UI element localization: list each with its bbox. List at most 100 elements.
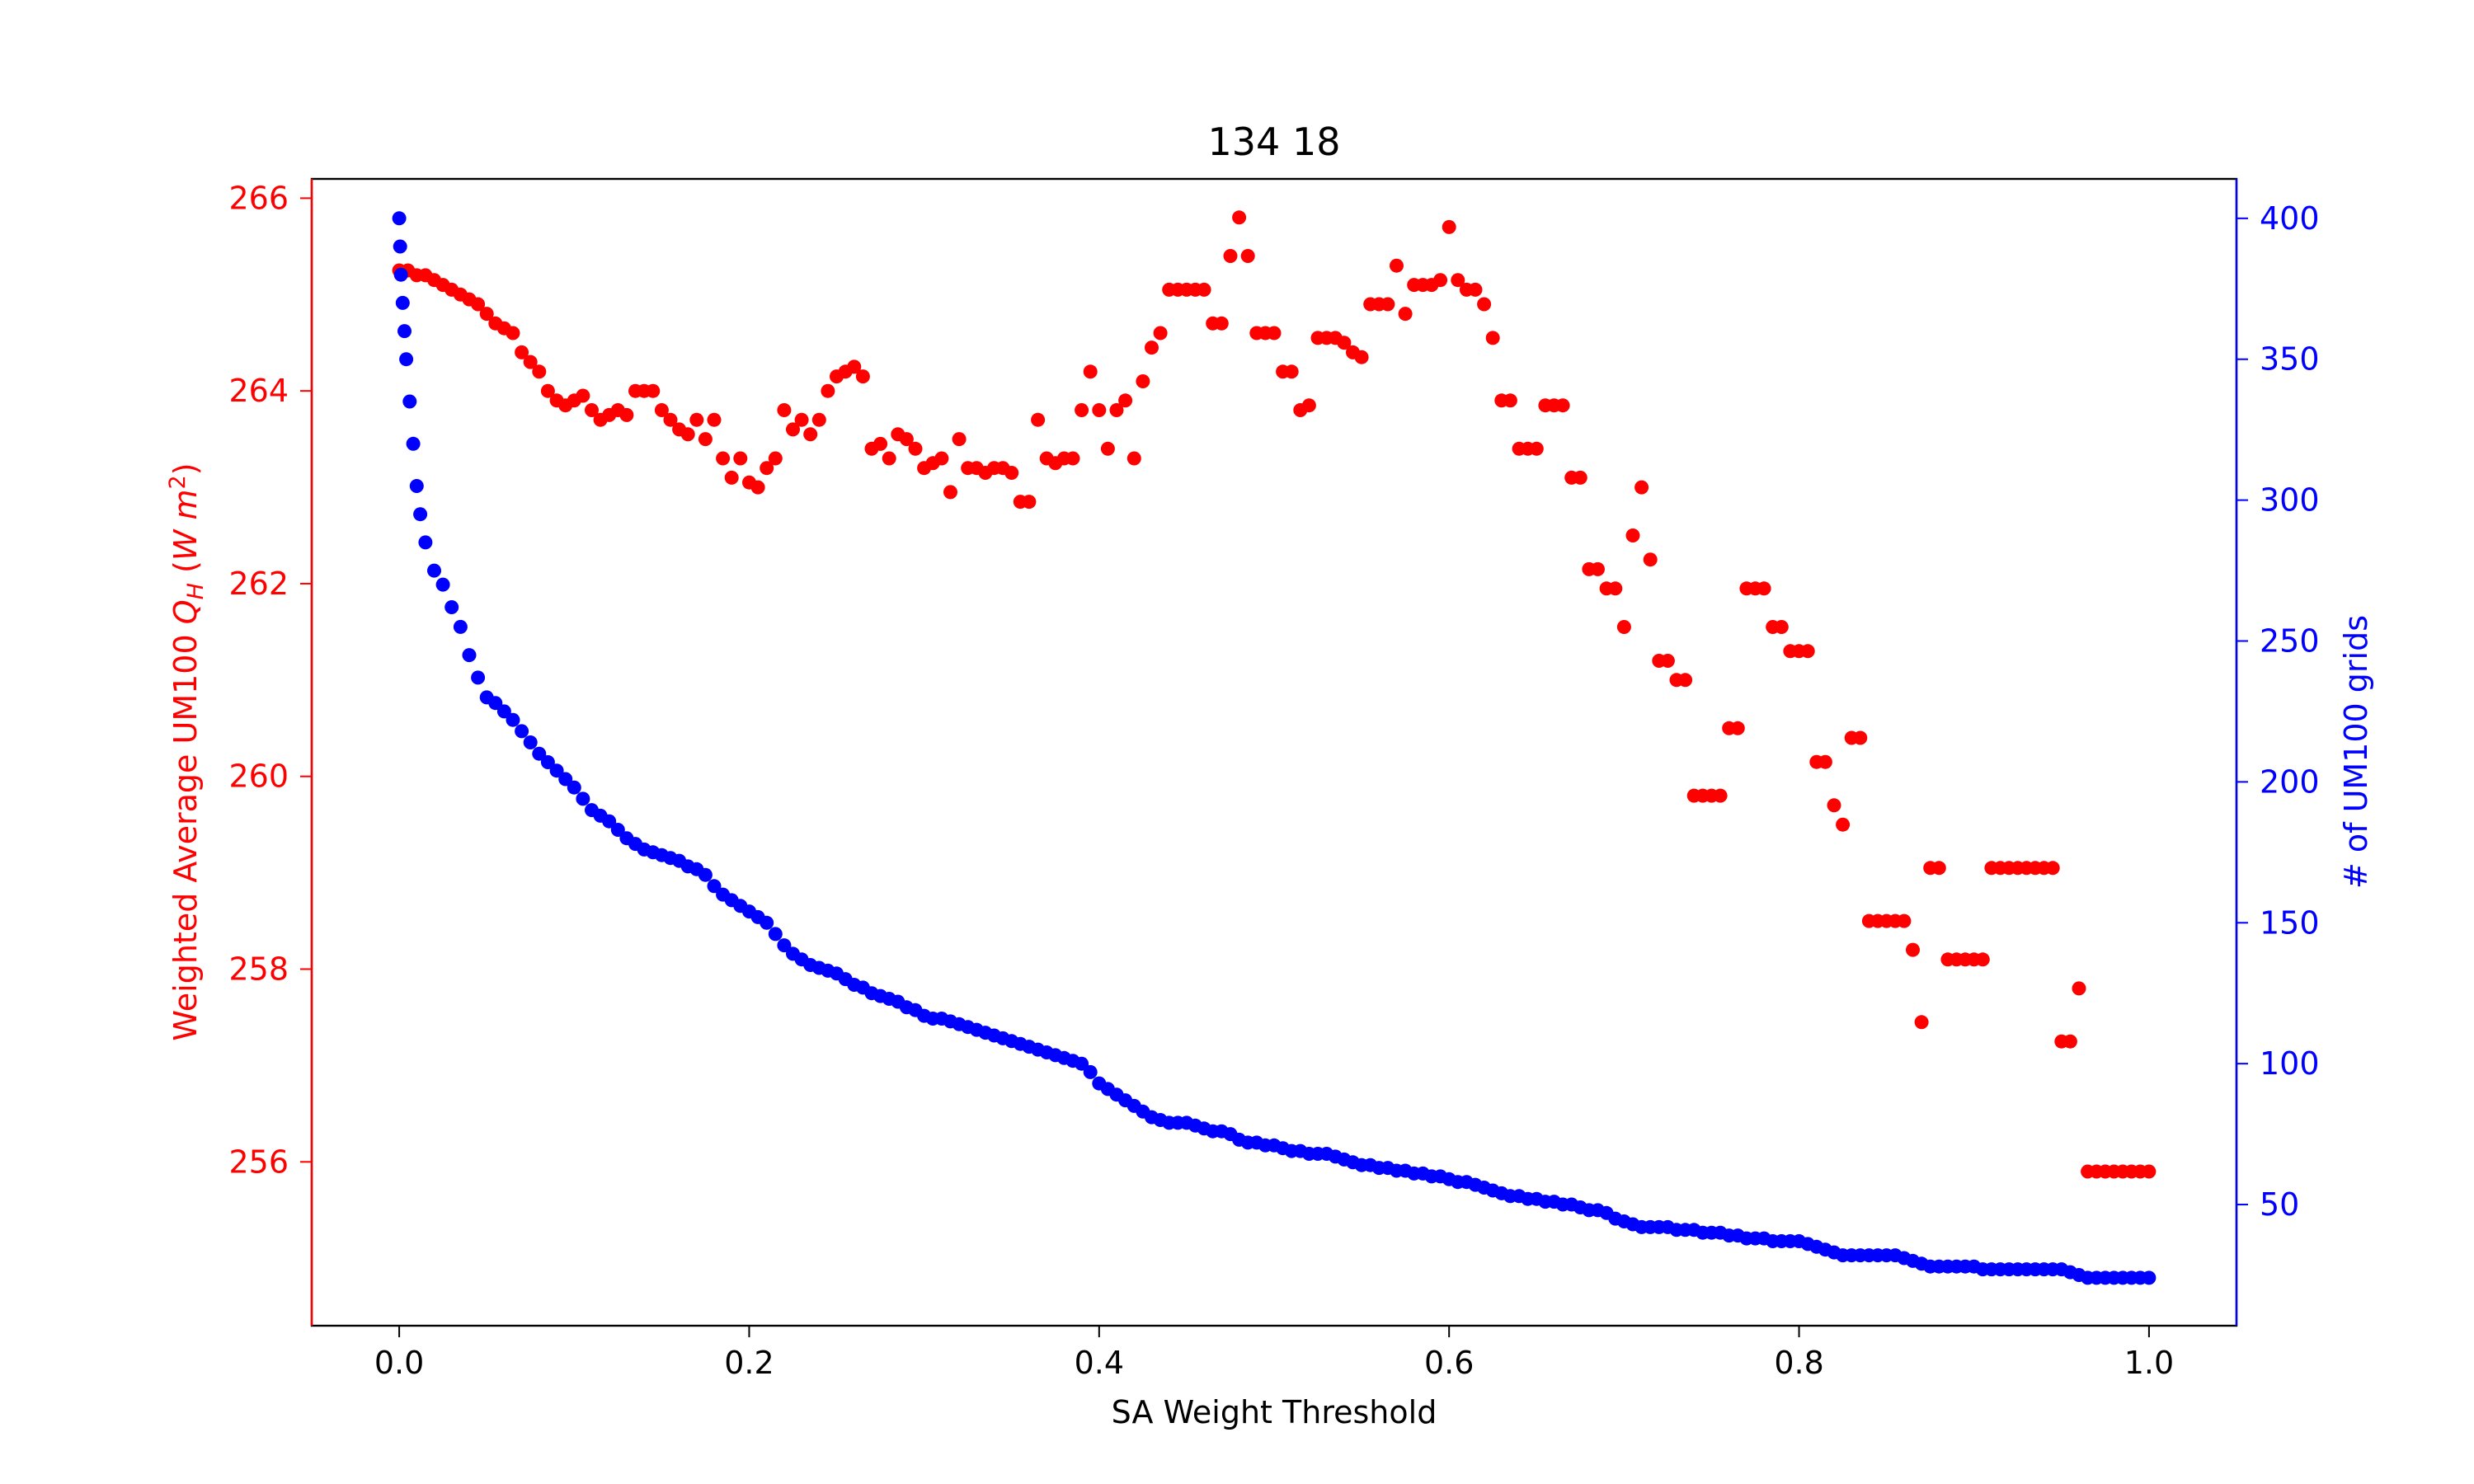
left-series-point-26 [619, 407, 634, 422]
right-series-point-15 [462, 648, 477, 663]
left-y-axis-label: Weighted Average UM100 QH (W m2) [165, 463, 209, 1040]
left-series-point-78 [1075, 403, 1089, 417]
left-series-point-142 [1634, 480, 1649, 495]
left-series-point-15 [523, 355, 538, 369]
left-series-point-83 [1118, 393, 1133, 408]
right-y-axis-ticks: 50 100 150 200 250 300 350 400 [2236, 200, 2320, 1223]
left-series-point-192 [2072, 981, 2086, 996]
left-y-label-unit-exp: 2 [165, 475, 190, 489]
right-series-point-8 [409, 479, 424, 493]
left-y-label-unit-w: W [167, 528, 204, 561]
right-series-point-18 [488, 696, 503, 711]
left-series-point-164 [1827, 798, 1841, 813]
left-y-tick-label-4: 264 [228, 373, 289, 409]
left-series-point-95 [1223, 249, 1238, 263]
left-series-point-79 [1083, 364, 1098, 379]
chart-title: 134 18 [1208, 120, 1341, 164]
left-series-point-84 [1126, 451, 1141, 466]
left-series-point-46 [794, 412, 809, 427]
x-tick-label-0: 0.0 [374, 1345, 424, 1381]
left-series-point-200 [2142, 1164, 2157, 1179]
right-series-point-32 [610, 823, 625, 837]
left-series-point-13 [506, 326, 520, 340]
left-series-point-114 [1390, 258, 1404, 273]
right-y-tick-label-0: 50 [2260, 1186, 2299, 1223]
left-series-point-135 [1573, 470, 1587, 485]
right-series-point-26 [558, 772, 573, 787]
left-series-point-81 [1100, 441, 1115, 456]
left-y-label-subscript: H [183, 583, 209, 599]
left-series-point-56 [882, 451, 896, 466]
x-tick-label-1: 0.2 [724, 1345, 774, 1381]
right-y-tick-label-3: 200 [2260, 763, 2320, 800]
left-series-point-130 [1529, 441, 1544, 456]
left-series-point-119 [1433, 273, 1448, 288]
left-series-point-145 [1660, 654, 1675, 668]
left-series-point-147 [1678, 673, 1693, 688]
left-series-point-167 [1853, 730, 1868, 745]
left-series-point-16 [532, 364, 547, 379]
right-series-point-28 [576, 791, 590, 806]
x-tick-label-3: 0.6 [1424, 1345, 1474, 1381]
left-series-point-94 [1214, 316, 1229, 331]
x-axis-ticks: 0.0 0.2 0.4 0.6 0.8 1.0 [374, 1326, 2174, 1381]
left-series-point-63 [943, 485, 957, 500]
left-series-point-48 [811, 412, 826, 427]
right-series-point-1 [393, 239, 407, 254]
left-y-tick-label-1: 258 [228, 951, 289, 988]
left-y-tick-label-2: 260 [228, 758, 289, 795]
right-series-point-12 [435, 577, 450, 592]
right-series-point-50 [768, 927, 783, 942]
right-series-point-7 [406, 436, 421, 451]
left-series-point-163 [1818, 754, 1832, 769]
right-series-points [392, 211, 2157, 1285]
left-series-point-161 [1800, 644, 1815, 659]
left-series-point-96 [1232, 210, 1247, 225]
left-series-point-143 [1643, 552, 1658, 567]
left-series-point-123 [1468, 282, 1483, 297]
right-series-point-19 [496, 704, 511, 719]
left-series-point-141 [1625, 528, 1640, 542]
left-y-label-symbol: Q [167, 599, 204, 624]
right-y-tick-label-6: 350 [2260, 341, 2320, 378]
right-series-point-85 [1075, 1056, 1089, 1071]
right-y-tick-label-2: 150 [2260, 904, 2320, 941]
left-series-point-156 [1757, 581, 1771, 596]
left-series-point-92 [1197, 282, 1211, 297]
left-series-point-115 [1398, 307, 1413, 322]
right-series-point-22 [523, 735, 538, 749]
left-series-point-85 [1136, 374, 1150, 388]
left-y-axis-ticks: 256 258 260 262 264 266 [228, 180, 312, 1180]
right-series-point-16 [471, 670, 486, 685]
left-series-point-137 [1591, 561, 1605, 576]
left-series-point-30 [654, 403, 669, 417]
left-y-tick-label-5: 266 [228, 180, 289, 216]
right-series-point-2 [393, 267, 408, 282]
right-series-point-21 [515, 724, 529, 739]
left-series-point-176 [1931, 861, 1946, 876]
left-series-point-62 [934, 451, 949, 466]
right-series-point-31 [602, 814, 617, 829]
left-series-point-72 [1022, 495, 1037, 510]
left-series-point-173 [1906, 942, 1920, 957]
right-y-tick-label-4: 250 [2260, 623, 2320, 660]
left-series-point-110 [1354, 350, 1369, 364]
left-series-point-108 [1337, 336, 1352, 350]
left-series-point-43 [768, 451, 783, 466]
right-series-point-5 [399, 352, 414, 367]
right-series-point-9 [413, 507, 428, 522]
right-series-point-207 [2142, 1270, 2157, 1285]
left-series-point-55 [873, 436, 888, 451]
left-y-tick-label-3: 262 [228, 566, 289, 602]
left-series-point-80 [1092, 403, 1107, 417]
right-series-point-20 [506, 712, 520, 727]
left-series-point-22 [585, 403, 599, 417]
right-y-tick-label-7: 400 [2260, 200, 2320, 237]
left-series-point-82 [1109, 403, 1124, 417]
left-y-label-unit-close: ) [167, 463, 204, 475]
left-series-point-139 [1608, 581, 1623, 596]
left-series-point-151 [1713, 788, 1728, 803]
x-tick-label-2: 0.4 [1075, 1345, 1124, 1381]
right-y-tick-label-5: 300 [2260, 482, 2320, 519]
